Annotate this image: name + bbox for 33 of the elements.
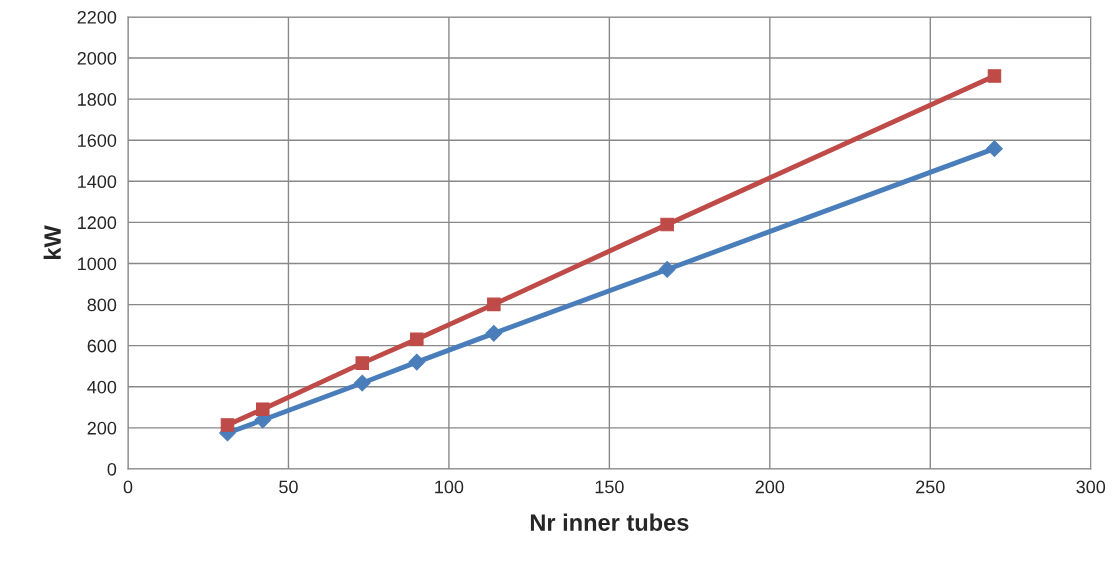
- y-tick-label: 2200: [77, 10, 117, 24]
- point: [485, 324, 503, 342]
- point: [256, 402, 270, 416]
- point: [658, 261, 676, 278]
- point: [408, 353, 426, 371]
- x-axis-title: Nr inner tubes: [530, 513, 689, 531]
- point: [660, 217, 674, 232]
- point: [220, 418, 235, 432]
- x-tick-label: 200: [755, 480, 785, 494]
- x-tick-label: 100: [435, 480, 464, 494]
- y-tick-label: 0: [107, 462, 117, 476]
- point: [410, 332, 424, 347]
- point: [487, 297, 501, 312]
- y-tick-label: 200: [87, 421, 117, 435]
- y-axis-title: kW: [43, 225, 61, 260]
- y-tick-label: 1800: [78, 93, 117, 106]
- y-tick-label: 600: [87, 339, 117, 353]
- y-tick-label: 800: [87, 298, 117, 312]
- point: [355, 356, 370, 370]
- point: [986, 140, 1003, 158]
- x-tick-label: 300: [1076, 480, 1106, 494]
- x-tick-label: 0: [123, 480, 133, 494]
- x-tick-label: 50: [279, 480, 298, 494]
- point: [987, 69, 1002, 83]
- x-tick-label: 250: [916, 480, 945, 494]
- y-tick-label: 1400: [78, 175, 117, 189]
- y-tick-label: 1200: [78, 216, 117, 230]
- y-tick-label: 2000: [77, 51, 117, 65]
- y-tick-label: 1600: [78, 134, 117, 147]
- y-tick-label: 400: [87, 380, 117, 394]
- x-tick-label: 150: [595, 480, 624, 494]
- y-tick-label: 1000: [78, 257, 117, 271]
- point: [353, 374, 371, 392]
